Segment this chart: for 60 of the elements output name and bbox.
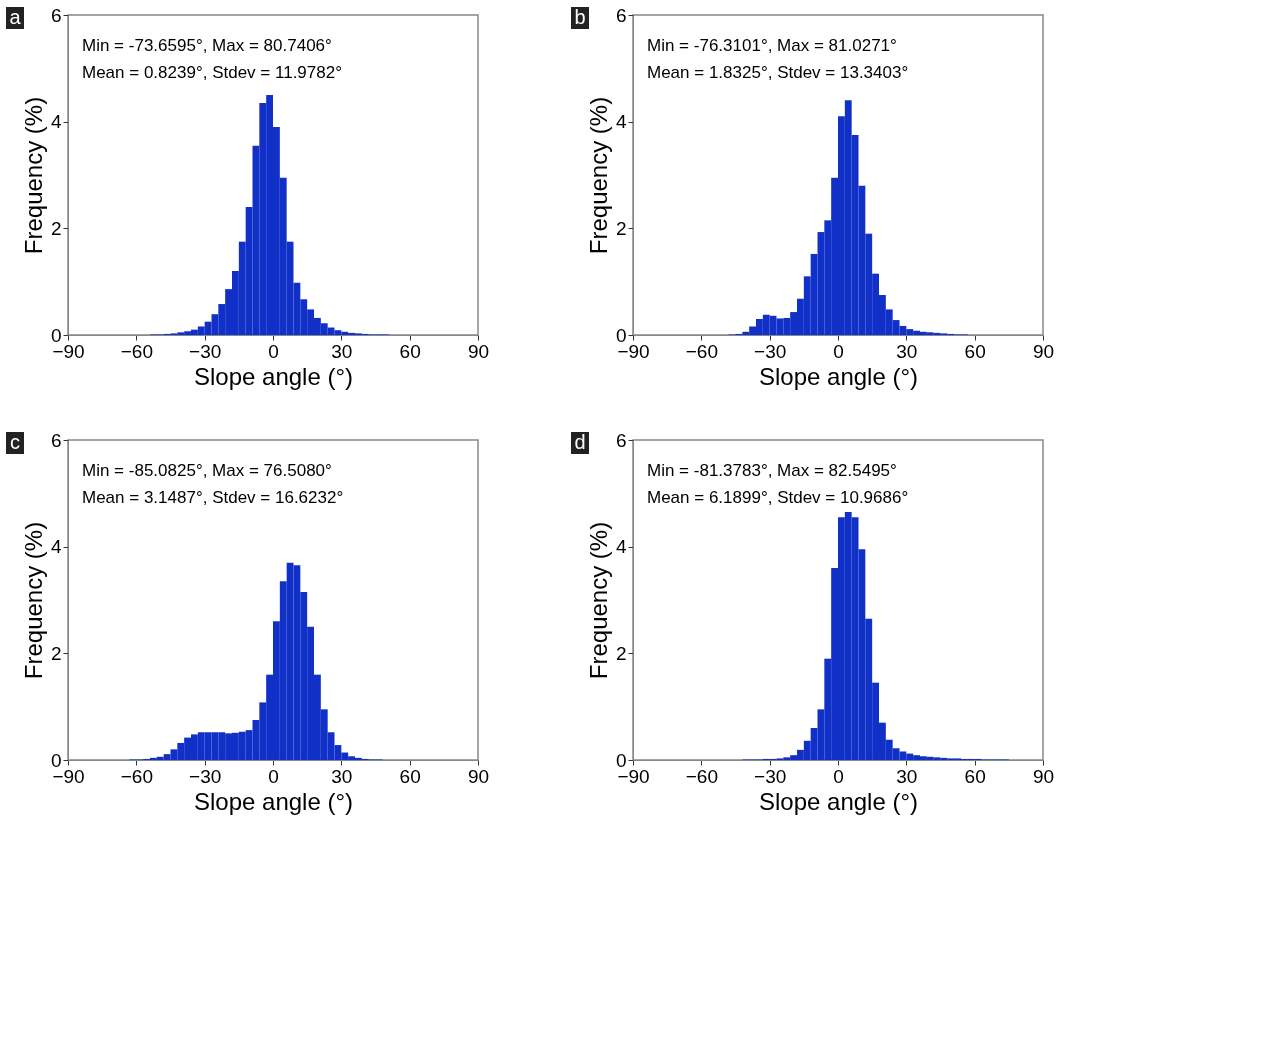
- annotation: Min = -73.6595°, Max = 80.7406°: [82, 36, 332, 55]
- x-tick-label: 0: [833, 340, 844, 362]
- y-tick-label: 2: [615, 642, 627, 664]
- x-tick-label: 90: [1032, 340, 1055, 362]
- x-tick-label: 90: [467, 340, 490, 362]
- annotation: Mean = 1.8325°, Stdev = 13.3403°: [647, 63, 909, 82]
- x-tick-label: −30: [189, 765, 222, 787]
- annotation: Min = -85.0825°, Max = 76.5080°: [82, 461, 332, 480]
- x-tick-label: 90: [467, 765, 490, 787]
- x-tick-label: 60: [399, 765, 421, 787]
- x-tick-label: 0: [268, 340, 279, 362]
- x-tick-label: −60: [685, 340, 718, 362]
- y-axis-title: Frequency (%): [19, 521, 47, 680]
- y-tick-label: 6: [615, 4, 627, 26]
- x-tick-label: 60: [964, 765, 986, 787]
- y-axis-title: Frequency (%): [584, 521, 612, 680]
- x-tick-label: 30: [896, 765, 918, 787]
- y-tick-label: 6: [615, 429, 627, 451]
- annotation: Mean = 6.1899°, Stdev = 10.9686°: [647, 488, 909, 507]
- text: a: [9, 6, 22, 28]
- y-tick-label: 4: [615, 111, 627, 133]
- y-axis-title: Frequency (%): [19, 96, 47, 255]
- annotation: Min = -81.3783°, Max = 82.5495°: [647, 461, 897, 480]
- x-tick-label: 30: [896, 340, 918, 362]
- y-tick-label: 4: [615, 536, 627, 558]
- y-tick-label: 0: [50, 749, 62, 771]
- text: c: [10, 431, 20, 453]
- y-tick-label: 0: [50, 324, 62, 346]
- annotation: Mean = 3.1487°, Stdev = 16.6232°: [82, 488, 344, 507]
- x-tick-label: 0: [268, 765, 279, 787]
- annotation: Mean = 0.8239°, Stdev = 11.9782°: [82, 63, 342, 82]
- y-tick-label: 2: [50, 217, 62, 239]
- x-tick-label: −60: [685, 765, 718, 787]
- y-tick-label: 0: [615, 749, 627, 771]
- x-axis-title: Slope angle (°): [193, 362, 354, 390]
- y-tick-label: 6: [50, 4, 62, 26]
- x-tick-label: −30: [189, 340, 222, 362]
- y-tick-label: 4: [50, 111, 62, 133]
- x-tick-label: −30: [754, 765, 787, 787]
- y-tick-label: 4: [50, 536, 62, 558]
- y-tick-label: 2: [615, 217, 627, 239]
- x-tick-label: 30: [331, 340, 353, 362]
- x-axis-title: Slope angle (°): [758, 362, 919, 390]
- x-axis-title: Slope angle (°): [193, 787, 354, 815]
- text: d: [574, 431, 586, 453]
- x-axis-title: Slope angle (°): [758, 787, 919, 815]
- x-tick-label: 60: [964, 340, 986, 362]
- x-tick-label: −30: [754, 340, 787, 362]
- x-tick-label: 30: [331, 765, 353, 787]
- text: b: [574, 6, 586, 28]
- y-tick-label: 6: [50, 429, 62, 451]
- annotation: Min = -76.3101°, Max = 81.0271°: [647, 36, 897, 55]
- y-tick-label: 0: [615, 324, 627, 346]
- x-tick-label: 60: [399, 340, 421, 362]
- x-tick-label: −60: [120, 340, 153, 362]
- x-tick-label: 90: [1032, 765, 1055, 787]
- x-tick-label: 0: [833, 765, 844, 787]
- y-tick-label: 2: [50, 642, 62, 664]
- x-tick-label: −60: [120, 765, 153, 787]
- y-axis-title: Frequency (%): [584, 96, 612, 255]
